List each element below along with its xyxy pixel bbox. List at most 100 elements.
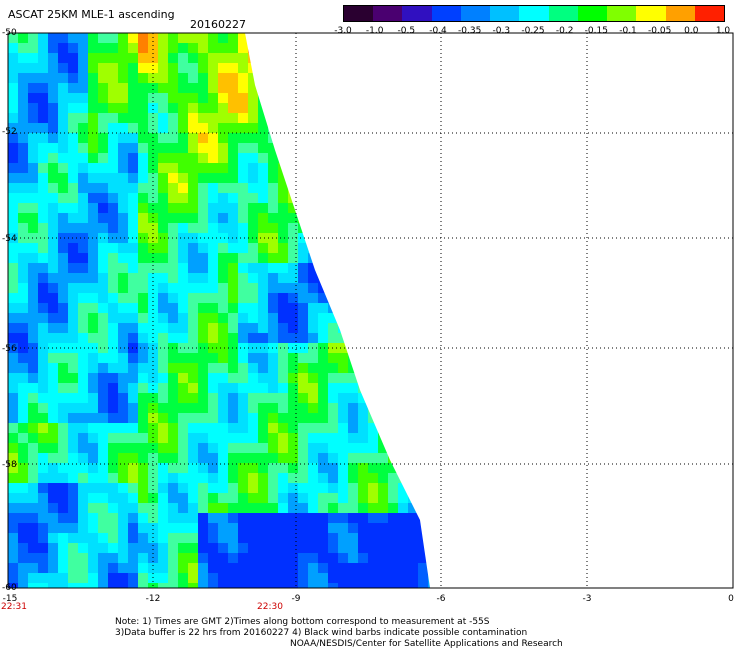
swath-cell — [118, 523, 128, 533]
swath-cell — [28, 173, 38, 183]
swath-cell — [288, 203, 298, 213]
swath-cell — [308, 403, 318, 413]
swath-cell — [258, 133, 268, 143]
swath-cell — [338, 313, 348, 323]
swath-cell — [58, 443, 68, 453]
swath-cell — [318, 223, 328, 233]
swath-cell — [228, 243, 238, 253]
swath-cell — [8, 573, 18, 583]
swath-cell — [358, 103, 368, 113]
swath-cell — [408, 43, 418, 53]
swath-cell — [218, 283, 228, 293]
swath-cell — [358, 493, 368, 503]
swath-cell — [188, 193, 198, 203]
swath-cell — [218, 373, 228, 383]
swath-cell — [338, 33, 348, 43]
swath-cell — [228, 393, 238, 403]
swath-cell — [238, 53, 248, 63]
swath-cell — [38, 383, 48, 393]
swath-cell — [178, 483, 188, 493]
swath-cell — [298, 223, 308, 233]
swath-cell — [438, 363, 448, 373]
swath-cell — [378, 133, 388, 143]
swath-cell — [378, 173, 388, 183]
swath-cell — [368, 53, 378, 63]
swath-cell — [18, 463, 28, 473]
swath-cell — [408, 483, 418, 493]
swath-cell — [318, 243, 328, 253]
map-date: 20160227 — [190, 18, 246, 31]
swath-cell — [88, 363, 98, 373]
swath-cell — [218, 403, 228, 413]
swath-cell — [48, 93, 58, 103]
swath-cell — [278, 373, 288, 383]
swath-cell — [378, 533, 388, 543]
swath-cell — [158, 563, 168, 573]
swath-cell — [38, 493, 48, 503]
swath-cell — [108, 313, 118, 323]
swath-cell — [298, 373, 308, 383]
swath-cell — [88, 223, 98, 233]
swath-cell — [388, 243, 398, 253]
swath-cell — [328, 283, 338, 293]
swath-cell — [368, 383, 378, 393]
swath-cell — [358, 373, 368, 383]
swath-cell — [338, 463, 348, 473]
swath-cell — [98, 343, 108, 353]
swath-cell — [348, 63, 358, 73]
swath-cell — [318, 493, 328, 503]
swath-cell — [88, 453, 98, 463]
swath-cell — [118, 403, 128, 413]
swath-cell — [258, 243, 268, 253]
swath-cell — [8, 163, 18, 173]
swath-cell — [268, 403, 278, 413]
swath-cell — [78, 393, 88, 403]
swath-cell — [88, 393, 98, 403]
swath-cell — [118, 133, 128, 143]
swath-cell — [328, 143, 338, 153]
swath-cell — [218, 413, 228, 423]
swath-cell — [118, 103, 128, 113]
swath-cell — [318, 473, 328, 483]
swath-cell — [98, 553, 108, 563]
swath-cell — [58, 223, 68, 233]
swath-cell — [88, 113, 98, 123]
swath-cell — [318, 423, 328, 433]
swath-cell — [348, 173, 358, 183]
swath-cell — [228, 83, 238, 93]
swath-cell — [78, 173, 88, 183]
swath-cell — [178, 223, 188, 233]
swath-cell — [188, 293, 198, 303]
swath-cell — [128, 123, 138, 133]
swath-cell — [348, 573, 358, 583]
swath-cell — [8, 313, 18, 323]
swath-cell — [418, 483, 428, 493]
swath-cell — [78, 143, 88, 153]
swath-cell — [408, 203, 418, 213]
swath-cell — [138, 413, 148, 423]
swath-cell — [408, 163, 418, 173]
swath-cell — [18, 253, 28, 263]
swath-cell — [378, 123, 388, 133]
swath-cell — [348, 433, 358, 443]
swath-cell — [318, 453, 328, 463]
swath-cell — [88, 473, 98, 483]
swath-cell — [388, 403, 398, 413]
swath-cell — [28, 83, 38, 93]
swath-cell — [68, 33, 78, 43]
swath-cell — [398, 153, 408, 163]
swath-cell — [68, 143, 78, 153]
swath-cell — [28, 153, 38, 163]
swath-cell — [318, 413, 328, 423]
swath-cell — [248, 63, 258, 73]
swath-cell — [28, 453, 38, 463]
swath-cell — [198, 53, 208, 63]
swath-cell — [118, 393, 128, 403]
swath-cell — [258, 513, 268, 523]
swath-cell — [268, 433, 278, 443]
swath-cell — [428, 143, 430, 153]
swath-cell — [368, 363, 378, 373]
swath-cell — [248, 423, 258, 433]
swath-cell — [368, 123, 378, 133]
swath-cell — [318, 443, 328, 453]
